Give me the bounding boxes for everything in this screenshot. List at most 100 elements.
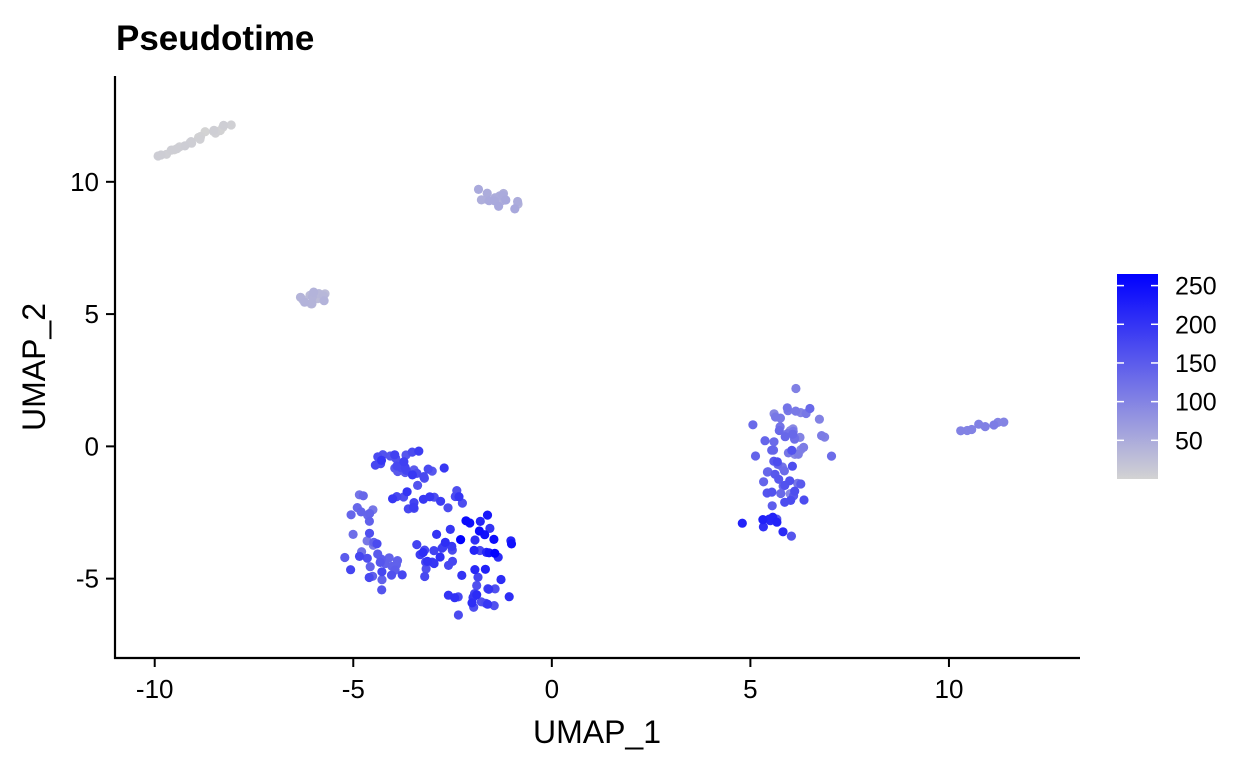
colorbar-tick-label: 100 bbox=[1175, 389, 1217, 417]
data-point bbox=[413, 480, 423, 490]
data-point bbox=[470, 535, 480, 545]
data-point bbox=[453, 610, 463, 620]
data-point bbox=[346, 565, 356, 575]
data-point bbox=[799, 495, 809, 505]
data-point bbox=[787, 461, 798, 471]
x-axis-ticks: -10 -5 0 5 10 bbox=[136, 658, 963, 704]
data-point bbox=[414, 446, 424, 456]
data-point bbox=[778, 527, 788, 537]
data-point bbox=[435, 552, 445, 562]
data-point bbox=[166, 145, 176, 155]
data-point bbox=[799, 442, 809, 452]
x-axis-title: UMAP_1 bbox=[533, 714, 661, 750]
data-point bbox=[421, 564, 431, 574]
data-point bbox=[450, 593, 460, 603]
data-point bbox=[790, 486, 800, 496]
data-point bbox=[402, 487, 412, 497]
scatter-points bbox=[153, 120, 1009, 620]
data-point bbox=[817, 431, 827, 441]
data-point bbox=[472, 590, 482, 600]
data-point bbox=[767, 487, 777, 497]
data-point bbox=[153, 151, 163, 161]
data-point bbox=[407, 470, 417, 480]
data-point bbox=[362, 553, 372, 563]
x-tick-label: 10 bbox=[934, 674, 963, 704]
data-point bbox=[814, 414, 825, 424]
data-point bbox=[399, 457, 409, 467]
colorbar-tick-label: 150 bbox=[1175, 350, 1217, 378]
data-point bbox=[967, 424, 977, 435]
data-point bbox=[772, 517, 782, 527]
data-point bbox=[989, 420, 999, 430]
data-point bbox=[786, 495, 796, 505]
data-point bbox=[209, 125, 219, 135]
data-point bbox=[779, 466, 790, 476]
y-tick-label: 10 bbox=[70, 167, 99, 197]
data-point bbox=[475, 516, 485, 527]
data-point bbox=[776, 488, 786, 499]
data-point bbox=[425, 492, 435, 502]
data-point bbox=[805, 403, 815, 414]
data-point bbox=[372, 539, 382, 549]
data-point bbox=[767, 501, 777, 511]
data-point bbox=[758, 515, 768, 525]
data-point bbox=[307, 298, 317, 308]
colorbar-ticks: 50 100 150 200 250 bbox=[1117, 273, 1217, 455]
data-point bbox=[774, 425, 784, 436]
data-point bbox=[397, 570, 407, 580]
data-point bbox=[826, 451, 837, 461]
data-point bbox=[510, 204, 520, 214]
data-point bbox=[195, 134, 205, 144]
data-point bbox=[494, 201, 504, 211]
data-point bbox=[457, 570, 467, 581]
y-axis-ticks: -5 0 5 10 bbox=[70, 167, 115, 594]
data-point bbox=[454, 492, 464, 502]
data-point bbox=[377, 585, 387, 595]
data-point bbox=[408, 502, 419, 512]
data-point bbox=[767, 445, 777, 455]
data-point bbox=[412, 540, 422, 550]
data-point bbox=[319, 296, 329, 306]
data-point bbox=[780, 432, 790, 442]
data-point bbox=[796, 479, 806, 489]
data-point bbox=[419, 472, 429, 482]
y-tick-label: -5 bbox=[76, 564, 99, 594]
data-point bbox=[737, 518, 747, 528]
x-tick-label: 0 bbox=[545, 674, 559, 704]
data-point bbox=[791, 383, 801, 394]
data-point bbox=[365, 508, 375, 519]
data-point bbox=[300, 297, 310, 307]
data-point bbox=[309, 287, 319, 297]
data-point bbox=[785, 476, 795, 486]
data-point bbox=[219, 120, 229, 130]
data-point bbox=[472, 580, 482, 591]
data-point bbox=[456, 535, 466, 545]
data-point bbox=[786, 531, 797, 541]
data-point bbox=[782, 403, 792, 413]
y-tick-label: 0 bbox=[85, 431, 99, 461]
data-point bbox=[364, 516, 374, 526]
data-point bbox=[422, 556, 432, 567]
data-point bbox=[439, 463, 449, 473]
y-tick-label: 5 bbox=[85, 299, 99, 329]
data-point bbox=[513, 196, 523, 207]
x-tick-label: -5 bbox=[342, 674, 365, 704]
data-point bbox=[980, 422, 990, 432]
data-point bbox=[469, 545, 479, 556]
data-point bbox=[956, 426, 966, 436]
data-point bbox=[490, 548, 500, 558]
data-point bbox=[483, 599, 493, 609]
data-point bbox=[476, 195, 486, 205]
data-point bbox=[759, 477, 769, 487]
data-point bbox=[429, 546, 439, 556]
data-point bbox=[501, 195, 511, 205]
data-point bbox=[392, 461, 402, 471]
data-point bbox=[390, 450, 400, 460]
data-point bbox=[772, 457, 782, 467]
data-point bbox=[392, 556, 403, 566]
data-point bbox=[365, 562, 375, 572]
data-point bbox=[489, 534, 499, 545]
data-point bbox=[467, 598, 477, 608]
colorbar-tick-label: 250 bbox=[1175, 273, 1217, 301]
